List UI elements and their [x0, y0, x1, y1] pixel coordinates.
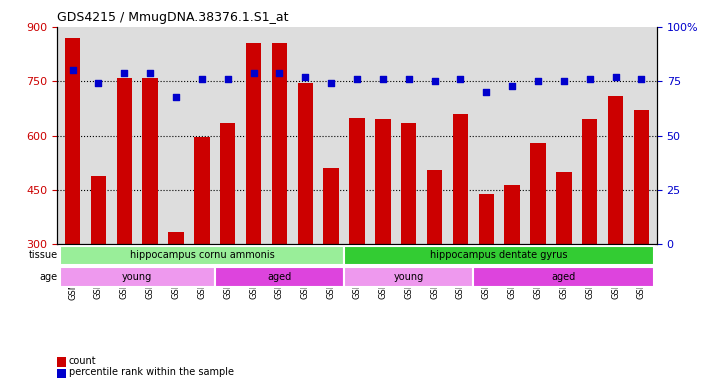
Bar	[220, 123, 236, 353]
Bar	[478, 194, 494, 353]
Bar	[531, 143, 545, 353]
Point	[300, 74, 311, 80]
Text: hippocampus dentate gyrus: hippocampus dentate gyrus	[431, 250, 568, 260]
Bar	[401, 123, 416, 353]
Point	[196, 76, 208, 82]
Bar	[375, 119, 391, 353]
Bar	[556, 172, 572, 353]
Point	[67, 67, 79, 73]
Point	[144, 70, 156, 76]
Text: aged: aged	[267, 272, 291, 282]
Bar	[427, 170, 442, 353]
Text: percentile rank within the sample: percentile rank within the sample	[69, 367, 233, 377]
Bar	[633, 110, 649, 353]
Bar	[272, 43, 287, 353]
Bar	[142, 78, 158, 353]
Point	[403, 76, 414, 82]
FancyBboxPatch shape	[473, 267, 654, 287]
Point	[351, 76, 363, 82]
Point	[273, 70, 285, 76]
Text: aged: aged	[552, 272, 576, 282]
Point	[506, 83, 518, 89]
Bar	[323, 168, 339, 353]
FancyBboxPatch shape	[344, 267, 473, 287]
Text: count: count	[69, 356, 96, 366]
Text: GDS4215 / MmugDNA.38376.1.S1_at: GDS4215 / MmugDNA.38376.1.S1_at	[57, 11, 288, 24]
Bar	[582, 119, 598, 353]
Text: young: young	[122, 272, 152, 282]
Bar	[349, 118, 365, 353]
Bar	[504, 185, 520, 353]
Point	[558, 78, 570, 84]
Bar	[194, 137, 210, 353]
Point	[171, 93, 182, 99]
Text: tissue: tissue	[29, 250, 58, 260]
Bar	[608, 96, 623, 353]
Point	[532, 78, 543, 84]
Bar	[91, 175, 106, 353]
Bar	[246, 43, 261, 353]
FancyBboxPatch shape	[344, 246, 654, 265]
Point	[93, 80, 104, 86]
FancyBboxPatch shape	[215, 267, 344, 287]
Point	[429, 78, 441, 84]
Point	[584, 76, 595, 82]
FancyBboxPatch shape	[60, 267, 215, 287]
Bar	[169, 232, 183, 353]
Bar	[453, 114, 468, 353]
Point	[377, 76, 388, 82]
Text: young: young	[393, 272, 424, 282]
FancyBboxPatch shape	[60, 246, 344, 265]
Point	[635, 76, 647, 82]
Text: age: age	[39, 272, 58, 282]
Bar	[116, 78, 132, 353]
Bar	[298, 83, 313, 353]
Bar	[65, 38, 81, 353]
Point	[610, 74, 621, 80]
Point	[222, 76, 233, 82]
Point	[455, 76, 466, 82]
Text: hippocampus cornu ammonis: hippocampus cornu ammonis	[129, 250, 274, 260]
Point	[481, 89, 492, 95]
Point	[248, 70, 259, 76]
Point	[119, 70, 130, 76]
Point	[326, 80, 337, 86]
